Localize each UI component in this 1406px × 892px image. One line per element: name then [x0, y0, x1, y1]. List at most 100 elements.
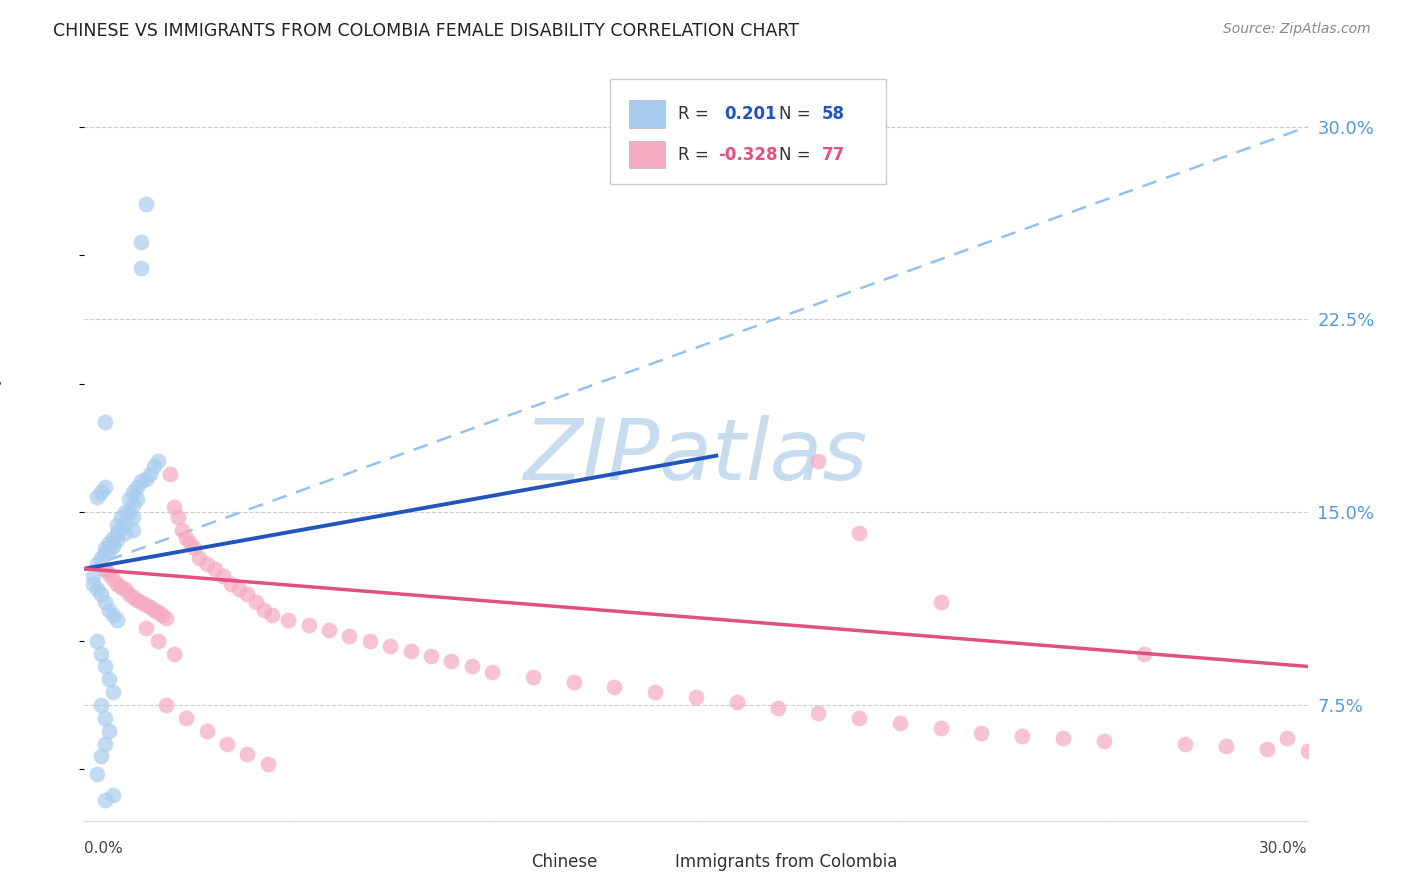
- Point: [1052, 731, 1074, 746]
- FancyBboxPatch shape: [496, 851, 523, 874]
- Text: -0.328: -0.328: [718, 145, 778, 164]
- Point: [1174, 737, 1197, 751]
- FancyBboxPatch shape: [610, 79, 886, 184]
- Point: [522, 670, 544, 684]
- Point: [562, 674, 585, 689]
- Point: [420, 649, 443, 664]
- Point: [131, 261, 153, 276]
- FancyBboxPatch shape: [641, 851, 668, 874]
- Text: Female Disability: Female Disability: [0, 376, 3, 508]
- Text: ZIPatlas: ZIPatlas: [524, 415, 868, 499]
- Point: [118, 587, 141, 601]
- Text: N =: N =: [779, 105, 815, 123]
- Point: [110, 521, 132, 535]
- Point: [339, 629, 361, 643]
- Point: [90, 647, 112, 661]
- Text: Source: ZipAtlas.com: Source: ZipAtlas.com: [1223, 22, 1371, 37]
- Point: [155, 610, 177, 624]
- Point: [93, 562, 115, 576]
- Point: [105, 518, 128, 533]
- Point: [807, 706, 830, 720]
- Point: [236, 747, 259, 761]
- Point: [90, 587, 112, 601]
- Point: [889, 716, 911, 731]
- Point: [318, 624, 340, 638]
- Point: [142, 458, 165, 473]
- Point: [114, 516, 136, 530]
- Point: [101, 539, 124, 553]
- Point: [93, 659, 115, 673]
- Point: [159, 467, 181, 481]
- Point: [848, 711, 870, 725]
- Point: [440, 654, 463, 668]
- Point: [1092, 734, 1115, 748]
- Point: [93, 562, 115, 576]
- Point: [122, 590, 145, 604]
- Point: [481, 665, 503, 679]
- Point: [118, 505, 141, 519]
- Point: [217, 737, 239, 751]
- Point: [135, 196, 157, 211]
- Text: R =: R =: [678, 145, 714, 164]
- Point: [1011, 729, 1033, 743]
- Point: [110, 580, 132, 594]
- Point: [90, 484, 112, 499]
- Point: [359, 633, 381, 648]
- FancyBboxPatch shape: [628, 141, 665, 169]
- Point: [118, 492, 141, 507]
- Point: [93, 541, 115, 556]
- Point: [685, 690, 707, 705]
- Point: [86, 767, 108, 781]
- Point: [848, 525, 870, 540]
- Point: [90, 749, 112, 764]
- Point: [127, 592, 149, 607]
- Point: [167, 510, 190, 524]
- Point: [163, 500, 186, 514]
- Point: [82, 577, 104, 591]
- Point: [298, 618, 321, 632]
- Point: [172, 523, 194, 537]
- Point: [110, 510, 132, 524]
- Point: [101, 572, 124, 586]
- Point: [603, 680, 626, 694]
- Point: [146, 633, 169, 648]
- Point: [101, 607, 124, 622]
- Point: [105, 613, 128, 627]
- Point: [174, 531, 197, 545]
- Text: 0.0%: 0.0%: [84, 841, 124, 856]
- Point: [146, 454, 169, 468]
- Point: [219, 577, 242, 591]
- Point: [725, 695, 748, 709]
- Point: [86, 490, 108, 504]
- Point: [970, 726, 993, 740]
- Point: [138, 600, 160, 615]
- Point: [155, 698, 177, 712]
- Point: [131, 595, 153, 609]
- Point: [135, 621, 157, 635]
- Point: [105, 533, 128, 548]
- Point: [245, 595, 267, 609]
- Point: [807, 454, 830, 468]
- Point: [101, 685, 124, 699]
- Text: Chinese: Chinese: [531, 854, 598, 871]
- Point: [97, 603, 120, 617]
- Point: [236, 587, 259, 601]
- Text: N =: N =: [779, 145, 815, 164]
- Point: [277, 613, 299, 627]
- Point: [644, 685, 666, 699]
- Point: [122, 510, 145, 524]
- Text: 0.201: 0.201: [724, 105, 776, 123]
- Point: [86, 633, 108, 648]
- Point: [93, 737, 115, 751]
- Point: [146, 606, 169, 620]
- Point: [461, 659, 484, 673]
- FancyBboxPatch shape: [628, 100, 665, 128]
- Point: [97, 723, 120, 738]
- Point: [179, 536, 201, 550]
- Point: [86, 557, 108, 571]
- Point: [127, 492, 149, 507]
- Point: [399, 644, 422, 658]
- Point: [82, 569, 104, 583]
- Point: [127, 479, 149, 493]
- Point: [93, 546, 115, 560]
